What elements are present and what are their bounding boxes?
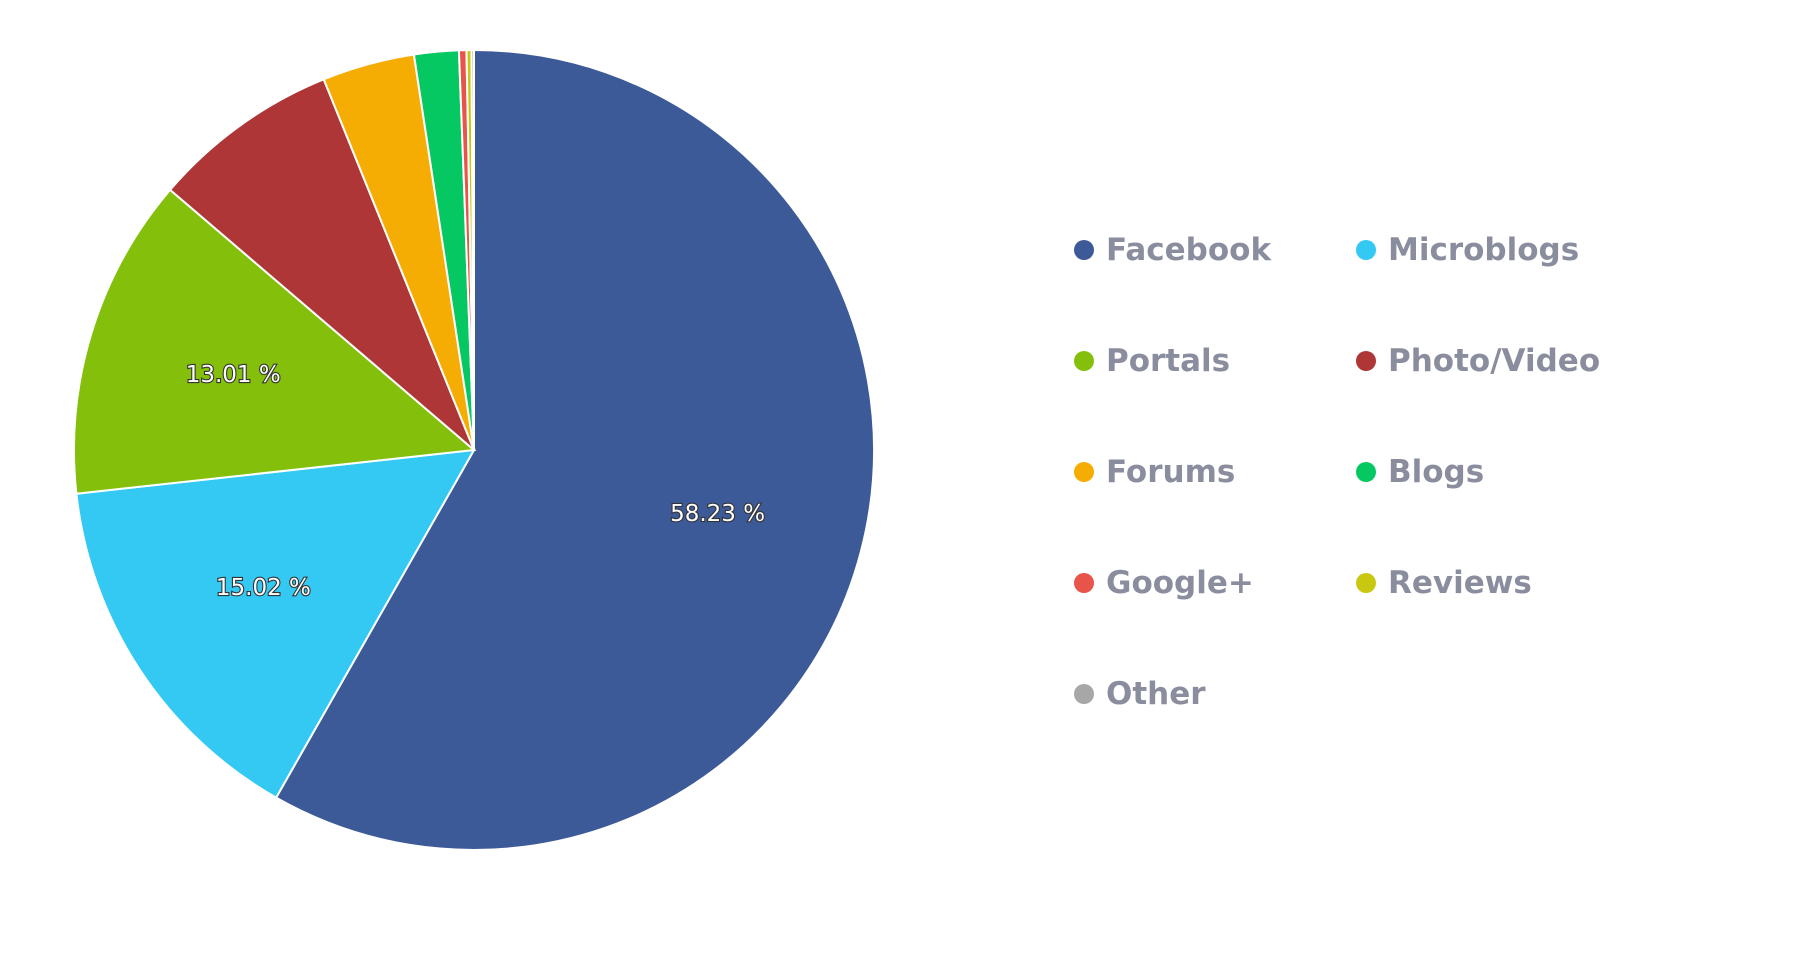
pie-slice-portals[interactable] [73, 188, 477, 495]
legend-label: Blogs [1388, 454, 1485, 490]
legend-marker-icon [1074, 684, 1094, 704]
data-label-portals: 13.01 % [186, 362, 281, 388]
legend: Facebook Microblogs Portals Photo/Video Foru… [1074, 232, 1600, 752]
legend-label: Google+ [1106, 565, 1254, 601]
legend-marker-icon [1074, 462, 1094, 482]
legend-marker-icon [1074, 351, 1094, 371]
data-label-microblogs: 15.02 % [216, 575, 311, 601]
legend-item-microblogs[interactable]: Microblogs [1356, 232, 1579, 268]
data-label-facebook: 58.23 % [670, 501, 765, 527]
legend-marker-icon [1356, 240, 1376, 260]
legend-label: Facebook [1106, 232, 1272, 268]
pie-slice-other[interactable] [470, 48, 475, 451]
legend-item-blogs[interactable]: Blogs [1356, 454, 1484, 490]
pie-chart: 58.23 % 15.02 % 13.01 % [73, 48, 875, 851]
legend-item-other[interactable]: Other [1074, 676, 1206, 712]
legend-label: Portals [1106, 343, 1231, 379]
legend-item-portals[interactable]: Portals [1074, 343, 1230, 379]
legend-item-photo-video[interactable]: Photo/Video [1356, 343, 1600, 379]
pie-slice-photo-video[interactable] [168, 78, 475, 451]
pie-slice-microblogs[interactable] [75, 448, 476, 799]
pie-slice-facebook[interactable] [274, 48, 875, 851]
legend-marker-icon [1356, 573, 1376, 593]
legend-label: Microblogs [1388, 232, 1580, 268]
legend-marker-icon [1074, 573, 1094, 593]
legend-label: Photo/Video [1388, 343, 1601, 379]
legend-label: Other [1106, 676, 1206, 712]
legend-item-facebook[interactable]: Facebook [1074, 232, 1271, 268]
legend-marker-icon [1074, 240, 1094, 260]
legend-label: Forums [1106, 454, 1236, 490]
legend-item-reviews[interactable]: Reviews [1356, 565, 1532, 601]
legend-label: Reviews [1388, 565, 1532, 601]
legend-item-google-[interactable]: Google+ [1074, 565, 1254, 601]
legend-item-forums[interactable]: Forums [1074, 454, 1235, 490]
legend-marker-icon [1356, 462, 1376, 482]
legend-marker-icon [1356, 351, 1376, 371]
